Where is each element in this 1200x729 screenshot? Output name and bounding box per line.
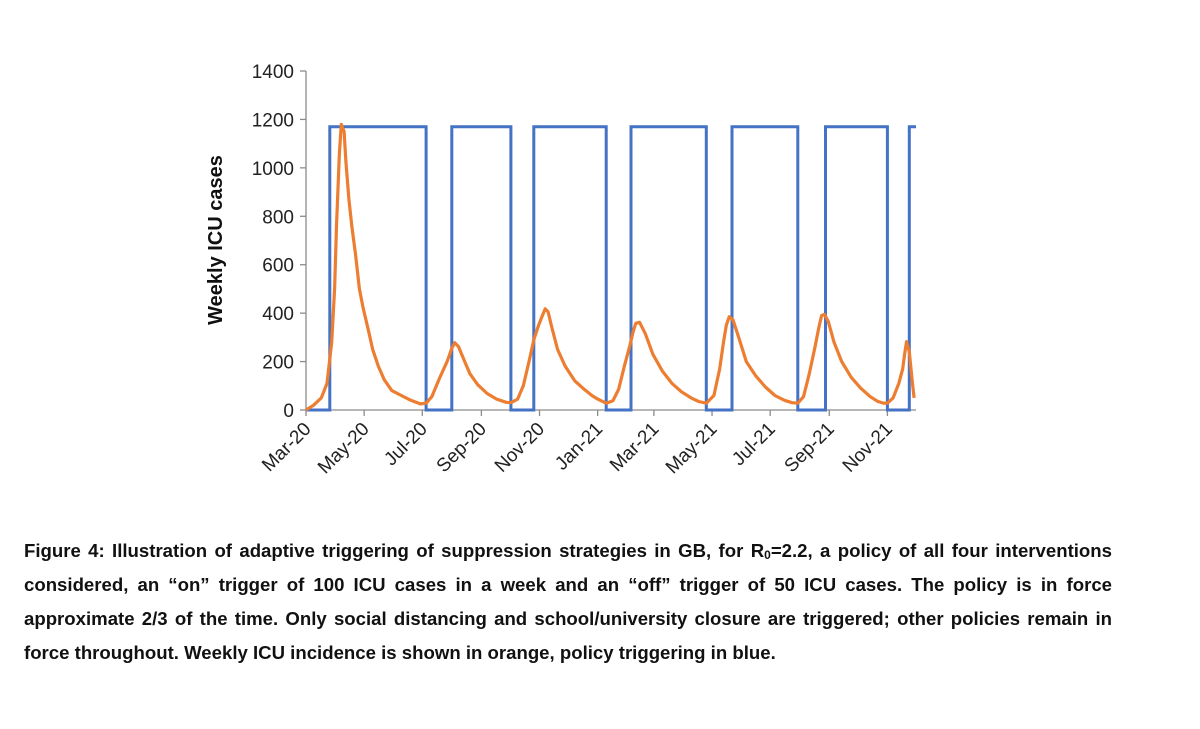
y-tick-label: 200 xyxy=(262,353,294,374)
y-tick-label: 600 xyxy=(262,256,294,277)
caption-subscript: 0 xyxy=(764,548,771,562)
x-tick-label: Jan-21 xyxy=(551,419,607,475)
x-tick-label: Mar-20 xyxy=(258,419,315,476)
caption-text-part1: Figure 4: Illustration of adaptive trigg… xyxy=(24,540,765,561)
chart-area: 0 200 400 600 800 1000 1200 1400 Mar-20 May-20 Jul… xyxy=(205,62,916,478)
x-tick-label: May-20 xyxy=(314,419,374,479)
figure-caption: Figure 4: Illustration of adaptive trigg… xyxy=(24,534,1112,670)
caption-text-part2: =2.2, a policy of all four interventions… xyxy=(24,540,1112,663)
x-tick-label: Sep-21 xyxy=(781,419,839,477)
x-tick-label: Nov-21 xyxy=(839,419,897,477)
x-tick-label: May-21 xyxy=(662,419,722,479)
x-tick-label: Nov-20 xyxy=(491,419,549,477)
y-tick-label: 1400 xyxy=(252,62,294,83)
y-tick-label: 800 xyxy=(262,207,294,228)
series-layer xyxy=(305,122,916,412)
y-tick-label: 400 xyxy=(262,304,294,325)
y-tick-label: 1200 xyxy=(252,110,294,131)
y-tick-label: 1000 xyxy=(252,159,294,180)
x-tick-label: Sep-20 xyxy=(433,419,491,477)
icu-incidence-line xyxy=(305,122,916,412)
y-axis-title: Weekly ICU cases xyxy=(205,155,227,325)
policy-trigger-line xyxy=(306,125,916,412)
x-tick-label: Mar-21 xyxy=(606,419,663,476)
y-tick-label: 0 xyxy=(283,401,294,422)
x-tick-label: Jul-20 xyxy=(380,419,431,470)
x-tick-label: Jul-21 xyxy=(728,419,779,470)
